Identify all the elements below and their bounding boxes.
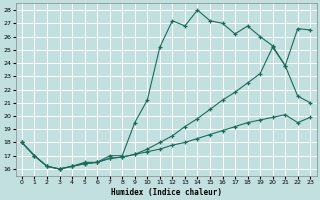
X-axis label: Humidex (Indice chaleur): Humidex (Indice chaleur): [111, 188, 221, 197]
